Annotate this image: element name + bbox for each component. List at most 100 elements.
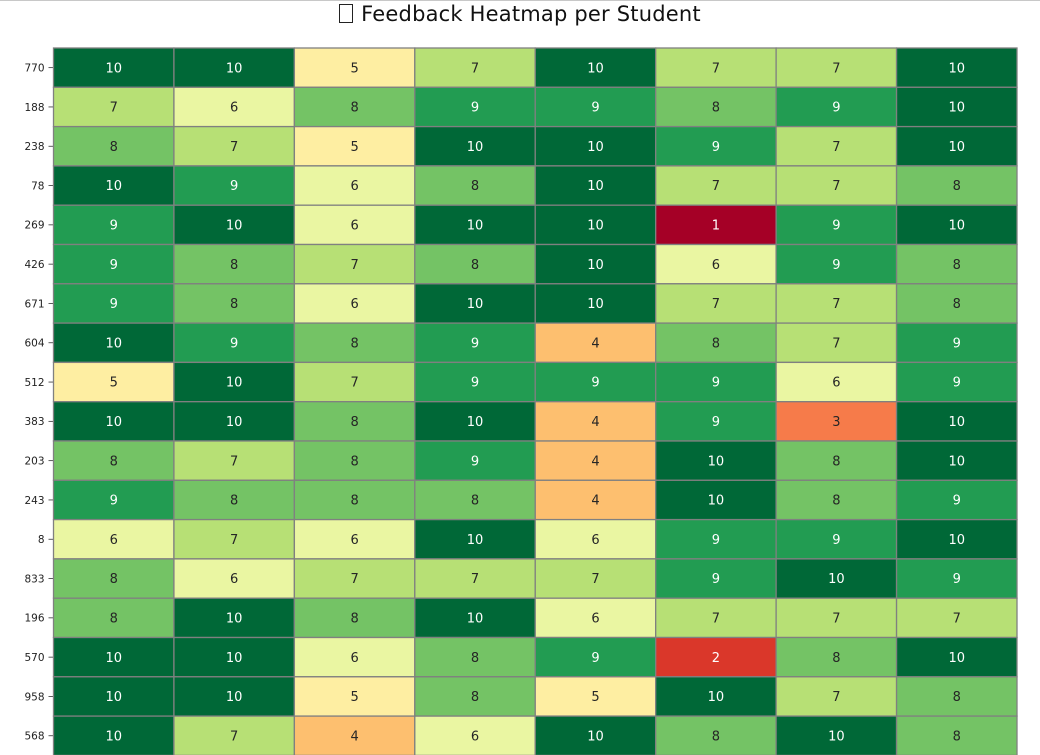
heatmap-cell <box>895 283 1018 324</box>
cell-value-label: 6 <box>832 376 840 391</box>
cell-value-label: 10 <box>105 651 122 666</box>
heatmap-cell <box>655 440 777 481</box>
cell-value-label: 7 <box>712 611 720 626</box>
heatmap-cell <box>52 676 175 717</box>
y-tick-label: 203 <box>24 455 44 467</box>
cell-value-label: 9 <box>832 533 840 548</box>
y-tick-label: 269 <box>24 220 44 232</box>
cell-value-label: 8 <box>712 101 720 116</box>
cell-value-label: 7 <box>471 572 479 587</box>
cell-value-label: 7 <box>471 61 479 76</box>
heatmap-cell <box>895 479 1018 521</box>
heatmap-cell <box>655 283 777 324</box>
heatmap-cell <box>895 558 1018 599</box>
heatmap-cell <box>534 165 657 206</box>
cell-value-label: 6 <box>350 297 358 312</box>
y-tick-label: 8 <box>38 534 45 546</box>
cell-value-label: 10 <box>587 258 604 273</box>
heatmap-cell <box>534 715 657 755</box>
heatmap-cell <box>895 440 1018 481</box>
cell-value-label: 6 <box>350 179 358 194</box>
y-tick-label: 243 <box>24 495 44 507</box>
heatmap-cell <box>293 86 416 128</box>
cell-value-label: 7 <box>230 729 238 744</box>
heatmap-cell <box>173 715 296 755</box>
heatmap-cell <box>52 283 175 324</box>
heatmap-cell <box>655 715 777 755</box>
cell-value-label: 9 <box>110 494 118 509</box>
cell-value-label: 10 <box>226 376 243 391</box>
cell-value-label: 4 <box>591 415 599 430</box>
y-tick-label: 383 <box>24 416 44 428</box>
cell-value-label: 8 <box>110 140 118 155</box>
cell-value-label: 10 <box>467 140 484 155</box>
y-tick-label: 238 <box>24 141 44 153</box>
cell-value-label: 8 <box>471 179 479 194</box>
cell-value-label: 9 <box>953 376 961 391</box>
chart-emoji-placeholder-icon <box>339 4 354 23</box>
cell-value-label: 9 <box>110 258 118 273</box>
cell-value-label: 10 <box>587 729 604 744</box>
heatmap-cell <box>173 558 296 599</box>
heatmap-cell <box>293 440 416 481</box>
cell-value-label: 8 <box>471 258 479 273</box>
heatmap-cell <box>655 86 777 128</box>
y-tick-label: 196 <box>24 613 44 625</box>
cell-value-label: 10 <box>105 690 122 705</box>
heatmap-cell <box>293 636 416 678</box>
heatmap-cell <box>52 361 175 403</box>
heatmap-cell <box>52 440 175 481</box>
heatmap-cell <box>655 518 777 560</box>
heatmap-cell <box>293 518 416 560</box>
heatmap-cell <box>775 47 898 88</box>
heatmap-cell <box>895 204 1018 246</box>
cell-value-label: 9 <box>712 140 720 155</box>
heatmap-cell <box>293 125 416 167</box>
heatmap-cell <box>293 322 416 364</box>
heatmap-cell <box>414 322 536 364</box>
cell-value-label: 8 <box>230 297 238 312</box>
cell-value-label: 10 <box>708 454 725 469</box>
cell-value-label: 10 <box>949 218 966 233</box>
heatmap-cell <box>173 518 296 560</box>
cell-value-label: 8 <box>110 611 118 626</box>
cell-value-label: 4 <box>591 494 599 509</box>
heatmap-cell <box>655 361 777 403</box>
heatmap-cell <box>895 715 1018 755</box>
y-tick-label: 512 <box>24 377 44 389</box>
cell-value-label: 8 <box>350 415 358 430</box>
cell-value-label: 7 <box>350 376 358 391</box>
heatmap-cell <box>173 401 296 442</box>
cell-value-label: 9 <box>712 376 720 391</box>
chart-title-container: Feedback Heatmap per Student <box>0 1 1040 27</box>
cell-value-label: 5 <box>350 690 358 705</box>
cell-value-label: 10 <box>467 297 484 312</box>
heatmap-cell <box>895 597 1018 639</box>
cell-value-label: 8 <box>350 101 358 116</box>
cell-value-label: 2 <box>712 651 720 666</box>
heatmap-cell <box>173 204 296 246</box>
cell-value-label: 9 <box>591 101 599 116</box>
heatmap-cell <box>414 715 536 755</box>
cell-value-label: 9 <box>110 218 118 233</box>
cell-value-label: 1 <box>712 218 720 233</box>
heatmap-cell <box>173 440 296 481</box>
heatmap-cell <box>293 165 416 206</box>
cell-value-label: 6 <box>350 651 358 666</box>
cell-value-label: 10 <box>226 218 243 233</box>
heatmap-cell <box>655 636 777 678</box>
heatmap-cell <box>414 479 536 521</box>
heatmap-cell <box>775 597 898 639</box>
cell-value-label: 7 <box>832 690 840 705</box>
cell-value-label: 7 <box>712 61 720 76</box>
heatmap-cell <box>655 558 777 599</box>
cell-value-label: 9 <box>712 415 720 430</box>
heatmap-cell <box>895 47 1018 88</box>
heatmap-cell <box>534 283 657 324</box>
cell-value-label: 6 <box>350 218 358 233</box>
cell-value-label: 7 <box>230 140 238 155</box>
heatmap-cell <box>414 636 536 678</box>
heatmap-cell <box>534 401 657 442</box>
cell-value-label: 10 <box>226 61 243 76</box>
heatmap-cell <box>655 243 777 285</box>
